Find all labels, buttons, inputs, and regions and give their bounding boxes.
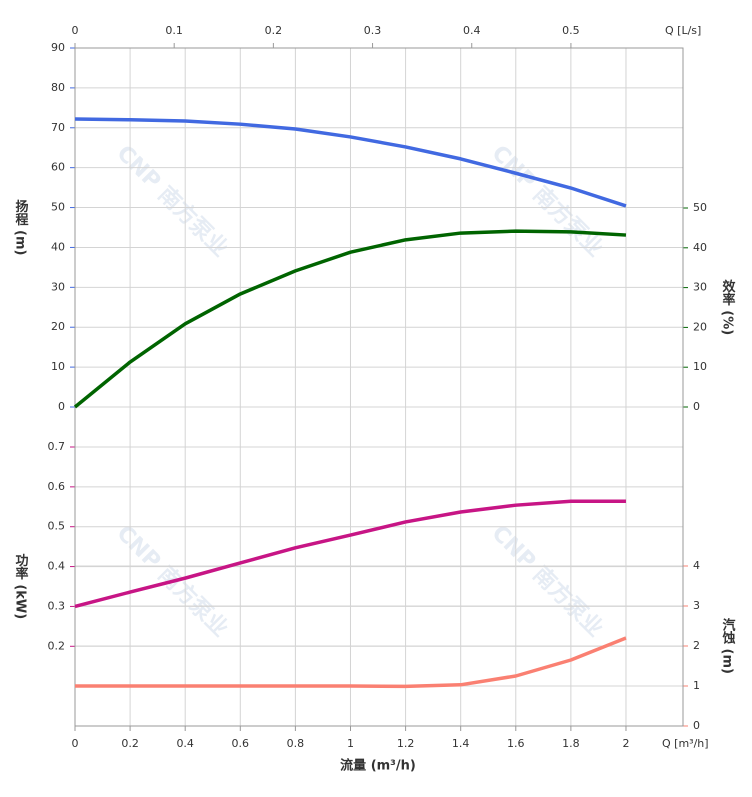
x-tick-label: 1.8 — [562, 737, 580, 750]
y-tick-label: 0 — [693, 719, 700, 732]
x-tick-label: 2 — [622, 737, 629, 750]
y-axis-title: 效率 (%) — [720, 279, 736, 335]
x2-tick-label: 0.5 — [562, 24, 580, 37]
x-tick-label: 0.2 — [121, 737, 139, 750]
y-tick-label: 40 — [693, 241, 707, 254]
y-tick-label: 10 — [693, 360, 707, 373]
x2-tick-label: 0 — [72, 24, 79, 37]
y-tick-label: 0.2 — [48, 639, 66, 652]
y-tick-label: 0.4 — [48, 560, 66, 573]
curve — [75, 636, 627, 689]
y-tick-label: 1 — [693, 679, 700, 692]
x-tick-label: 0 — [72, 737, 79, 750]
x-tick-label: 0.8 — [287, 737, 305, 750]
y-axis-title: 汽蚀 (m) — [720, 617, 737, 674]
x-tick-label: 0.6 — [232, 737, 250, 750]
x-tick-label: 1.6 — [507, 737, 525, 750]
y-tick-label: 50 — [693, 201, 707, 214]
y-axis-title: 功率 (kW) — [13, 554, 29, 619]
y-tick-label: 0.6 — [48, 480, 66, 493]
watermark: CNP 南方泵业 — [487, 520, 609, 642]
x-unit: Q [m³/h] — [662, 737, 709, 750]
y-tick-label: 60 — [51, 161, 65, 174]
x-tick-label: 0.4 — [176, 737, 194, 750]
y-tick-label: 40 — [51, 240, 65, 253]
x-tick-label: 1 — [347, 737, 354, 750]
watermark: CNP 南方泵业 — [487, 140, 609, 262]
y-tick-label: 0.5 — [48, 520, 66, 533]
y-tick-label: 2 — [693, 639, 700, 652]
y-tick-label: 70 — [51, 121, 65, 134]
y-tick-label: 3 — [693, 599, 700, 612]
y-tick-label: 10 — [51, 360, 65, 373]
y-tick-label: 30 — [693, 281, 707, 294]
x2-tick-label: 0.4 — [463, 24, 481, 37]
y-axis-title: 扬程 (m) — [13, 199, 29, 256]
y-tick-label: 0 — [693, 400, 700, 413]
y-tick-label: 20 — [693, 320, 707, 333]
y-tick-label: 0 — [58, 400, 65, 413]
y-tick-label: 80 — [51, 81, 65, 94]
x-axis-title: 流量 (m³/h) — [340, 758, 416, 774]
y-tick-label: 0.3 — [48, 599, 66, 612]
x2-tick-label: 0.3 — [364, 24, 382, 37]
y-tick-label: 50 — [51, 201, 65, 214]
x-tick-label: 1.4 — [452, 737, 470, 750]
curve — [74, 499, 626, 609]
y-tick-label: 0.7 — [48, 440, 66, 453]
y-tick-label: 4 — [693, 559, 700, 572]
x2-unit: Q [L/s] — [665, 24, 701, 37]
x2-tick-label: 0.1 — [165, 24, 183, 37]
plot-frame — [74, 47, 684, 727]
y-tick-label: 20 — [51, 320, 65, 333]
curve — [74, 117, 627, 208]
x2-tick-label: 0.2 — [265, 24, 283, 37]
y-tick-label: 30 — [51, 280, 65, 293]
x-tick-label: 1.2 — [397, 737, 415, 750]
y-tick-label: 90 — [51, 41, 65, 54]
curve — [73, 229, 627, 409]
